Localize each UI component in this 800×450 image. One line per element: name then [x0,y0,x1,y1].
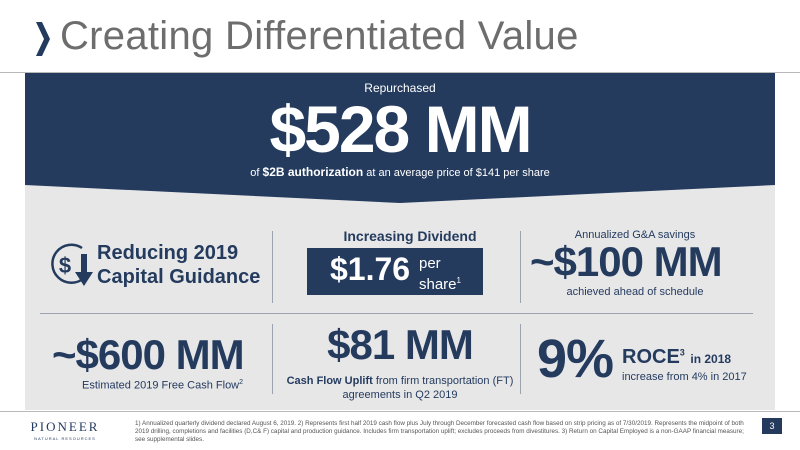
pioneer-logo: PIONEER NATURAL RESOURCES [30,419,100,441]
banner-shape [25,73,775,203]
roce-percent: 9% [537,329,614,389]
roce-note: increase from 4% in 2017 [622,371,747,383]
roce-year: in 2018 [690,352,732,366]
footer-divider [0,411,800,412]
divider [520,324,521,394]
cashflow-note-rest: from firm transportation (FT) agreements… [342,375,514,401]
banner-line-bold: $2B authorization [262,165,364,179]
dividend-unit: per share1 [419,255,461,293]
chevron-right-icon [36,22,50,56]
divider [272,231,273,303]
dollar-down-arrow-icon: $ [51,243,93,286]
divider [272,324,273,394]
footnote-ref: 3 [679,347,685,358]
fcf-note-text: Estimated 2019 Free Cash Flow [82,379,240,392]
cashflow-amount: $81 MM [327,321,474,368]
footnote-ref: 1 [456,276,461,285]
banner-line-prefix: of [250,167,260,179]
fcf-amount: ~$600 MM [52,331,245,378]
cashflow-note: Cash Flow Uplift from firm transportatio… [282,374,518,402]
logo-subtitle: NATURAL RESOURCES [34,436,96,441]
dividend-heading: Increasing Dividend [343,228,477,244]
roce-label-text: ROCE [622,346,680,368]
banner-line-suffix: at an average price of $141 per share [366,167,550,179]
title-bar: Creating Differentiated Value [0,0,800,72]
fcf-note: Estimated 2019 Free Cash Flow2 [82,379,243,392]
divider [520,231,521,303]
dividend-amount: $1.76 [330,251,411,287]
ga-heading: Annualized G&A savings [574,229,696,241]
capital-guidance-text: Reducing 2019 Capital Guidance [97,241,260,289]
svg-text:$: $ [59,253,71,278]
capital-line2: Capital Guidance [97,266,261,288]
ga-amount: ~$100 MM [530,238,723,285]
repurchase-banner: Repurchased $528 MM of $2B authorization… [25,73,775,203]
ga-note: achieved ahead of schedule [566,286,704,298]
divider [40,313,753,314]
footnote-ref: 2 [239,379,244,386]
roce-label: ROCE3 in 2018 [622,346,731,369]
banner-top-label: Repurchased [364,81,436,95]
page-title: Creating Differentiated Value [60,14,579,58]
dividend-unit-line1: per [419,255,441,272]
dividend-box [307,248,483,295]
cashflow-note-bold: Cash Flow Uplift [286,375,373,387]
page-number: 3 [762,418,782,434]
dividend-unit-line2: share [419,276,457,293]
banner-amount: $528 MM [269,92,532,166]
title-divider [0,72,800,73]
footnotes: 1) Annualized quarterly dividend declare… [135,420,744,443]
logo-name: PIONEER [30,419,100,434]
capital-line1: Reducing 2019 [97,242,239,264]
banner-description: of $2B authorization at an average price… [25,165,775,179]
